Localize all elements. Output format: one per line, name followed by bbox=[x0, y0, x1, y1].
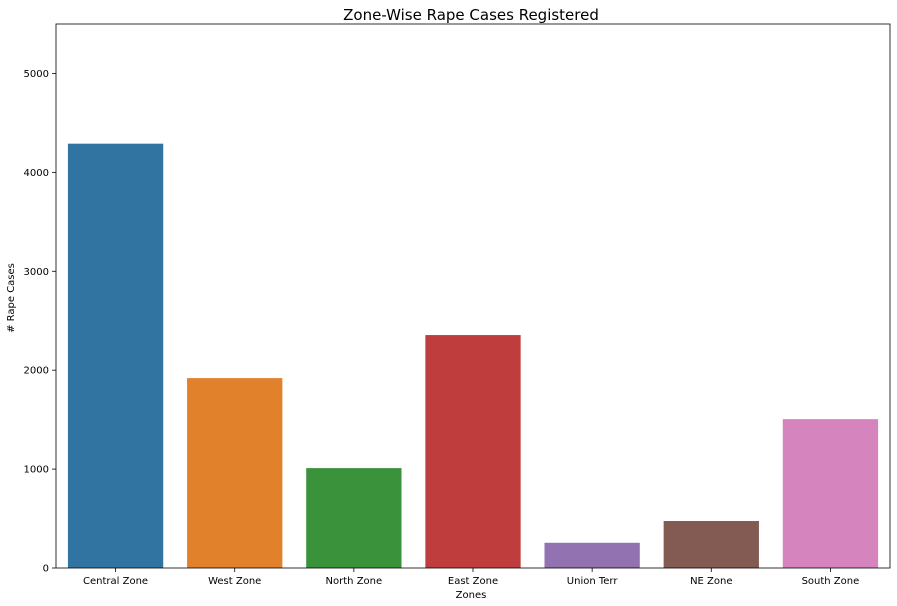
x-tick-label: East Zone bbox=[448, 576, 498, 587]
bar-west-zone bbox=[187, 378, 283, 568]
bar-union-terr bbox=[544, 542, 640, 568]
y-axis-label: # Rape Cases bbox=[6, 263, 17, 333]
y-tick-label: 3000 bbox=[24, 267, 49, 278]
bar-north-zone bbox=[306, 468, 402, 568]
x-axis-label: Zones bbox=[456, 590, 487, 601]
x-tick-label: South Zone bbox=[802, 576, 860, 587]
y-tick-label: 1000 bbox=[24, 465, 49, 476]
bars-group bbox=[67, 143, 879, 568]
plot-frame bbox=[55, 23, 891, 569]
chart-title: Zone-Wise Rape Cases Registered bbox=[343, 6, 599, 24]
y-tick-label: 0 bbox=[43, 564, 49, 575]
bar-central-zone bbox=[67, 143, 164, 568]
bar-east-zone bbox=[425, 335, 521, 568]
bar-south-zone bbox=[782, 419, 879, 568]
x-tick-label: North Zone bbox=[326, 576, 383, 587]
x-tick-label: Union Terr bbox=[567, 576, 619, 587]
x-tick-label: West Zone bbox=[208, 576, 261, 587]
x-axis-ticks: Central Zone West Zone North Zone East Zone… bbox=[83, 568, 859, 587]
x-tick-label: Central Zone bbox=[83, 576, 148, 587]
y-tick-label: 5000 bbox=[24, 69, 49, 80]
y-tick-label: 2000 bbox=[24, 366, 49, 377]
y-tick-label: 4000 bbox=[24, 168, 49, 179]
x-tick-label: NE Zone bbox=[690, 576, 732, 587]
y-axis-ticks: 0 1000 2000 3000 4000 5000 bbox=[24, 69, 56, 575]
bar-ne-zone bbox=[663, 521, 759, 568]
